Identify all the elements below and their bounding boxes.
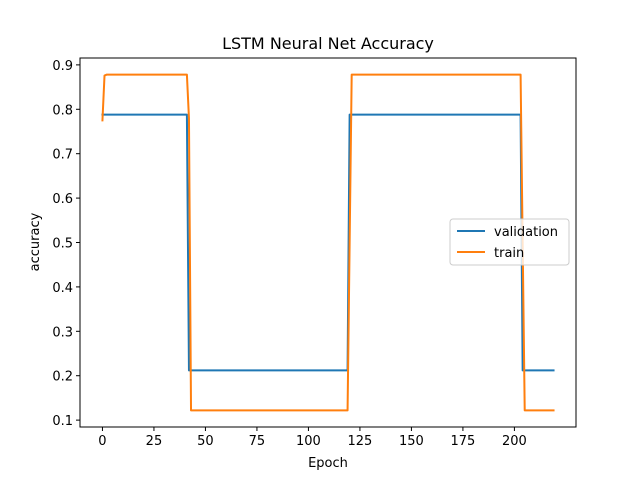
y-tick-label: 0.7: [52, 148, 73, 163]
y-tick-label: 0.4: [52, 281, 73, 296]
x-tick-label: 75: [249, 434, 266, 449]
legend-label-validation: validation: [494, 225, 558, 240]
axes-layer: 0 25 50 75 100 125 150 175 200 0.1 0.2 0.3 0.4 0.5 0.6…: [52, 57, 577, 449]
x-tick-label: 125: [348, 434, 373, 449]
x-tick-label: 150: [399, 434, 424, 449]
x-axis-label: Epoch: [308, 456, 348, 471]
y-tick-label: 0.3: [52, 325, 73, 340]
x-tick-label: 100: [296, 434, 321, 449]
y-tick-label: 0.8: [52, 103, 73, 118]
y-tick-label: 0.2: [52, 370, 73, 385]
y-tick-label: 0.5: [52, 237, 73, 252]
legend: validation train: [449, 218, 570, 266]
y-tick-label: 0.6: [52, 192, 73, 207]
legend-label-train: train: [494, 246, 524, 261]
x-tick-label: 0: [98, 434, 106, 449]
x-tick-label: 175: [451, 434, 476, 449]
chart-title: LSTM Neural Net Accuracy: [222, 34, 434, 53]
y-axis-label: accuracy: [28, 212, 43, 271]
y-tick-label: 0.9: [52, 59, 73, 74]
series-line-train: [101, 73, 555, 412]
x-tick-label: 200: [502, 434, 527, 449]
y-tick-label: 0.1: [52, 414, 73, 429]
x-tick-label: 25: [146, 434, 163, 449]
series-layer: [101, 73, 555, 412]
x-tick-label: 50: [197, 434, 214, 449]
